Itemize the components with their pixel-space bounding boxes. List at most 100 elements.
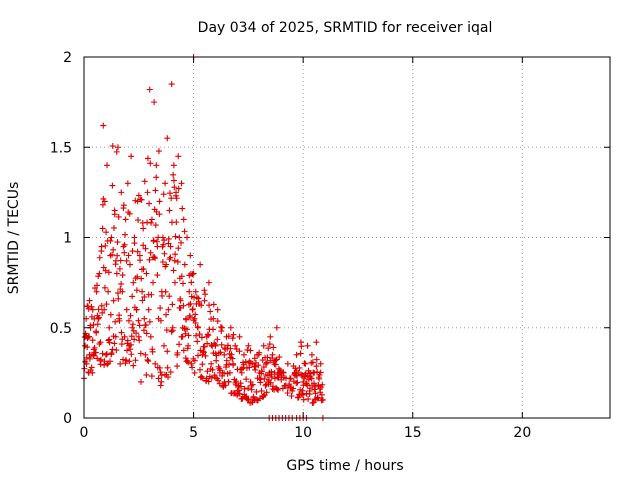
data-point (209, 366, 216, 373)
data-point (175, 153, 182, 160)
data-point (98, 248, 105, 255)
data-point (165, 235, 172, 242)
data-point (304, 342, 311, 349)
data-point (108, 350, 115, 357)
chart-title: Day 034 of 2025, SRMTID for receiver iqa… (198, 20, 493, 36)
data-point (170, 162, 177, 169)
data-point (156, 198, 163, 205)
data-point (309, 359, 316, 366)
data-point (290, 385, 297, 392)
data-point (172, 233, 179, 240)
data-point (146, 318, 153, 325)
data-point (107, 311, 114, 318)
data-point (110, 246, 117, 253)
data-point (141, 293, 148, 300)
data-point (88, 364, 95, 371)
data-point (134, 248, 141, 255)
data-point (133, 330, 140, 337)
data-point (204, 340, 211, 347)
data-point (224, 342, 231, 349)
data-point (288, 392, 295, 399)
data-point (294, 372, 301, 379)
data-point (189, 271, 196, 278)
data-point (97, 356, 104, 363)
data-point (132, 357, 139, 364)
data-point (178, 333, 185, 340)
data-point (140, 327, 147, 334)
data-point (102, 267, 109, 274)
data-point (256, 349, 263, 356)
data-point (116, 265, 123, 272)
data-point (123, 357, 130, 364)
data-point (313, 356, 320, 363)
data-point (225, 378, 232, 385)
data-point (175, 245, 182, 252)
data-point (146, 200, 153, 207)
data-point (225, 333, 232, 340)
data-point (265, 345, 272, 352)
data-point (86, 333, 93, 340)
data-point (219, 324, 226, 331)
data-point (149, 348, 156, 355)
data-point (308, 351, 315, 358)
data-point (228, 351, 235, 358)
data-point (262, 382, 269, 389)
data-point (158, 378, 165, 385)
data-point (93, 288, 100, 295)
data-point (284, 390, 291, 397)
data-point (102, 351, 109, 358)
data-point (148, 373, 155, 380)
data-point (94, 282, 101, 289)
data-point (115, 295, 122, 302)
data-point (313, 363, 320, 370)
data-point (178, 180, 185, 187)
data-point (139, 219, 146, 226)
data-point (166, 207, 173, 214)
x-tick-label: 5 (189, 425, 198, 441)
data-point (264, 359, 271, 366)
data-point (129, 324, 136, 331)
data-point (105, 269, 112, 276)
x-tick-label: 10 (294, 425, 312, 441)
data-point (167, 190, 174, 197)
data-point (185, 359, 192, 366)
data-point (96, 340, 103, 347)
data-point (126, 358, 133, 365)
data-point (137, 257, 144, 264)
data-point (162, 263, 169, 270)
data-point (110, 224, 117, 231)
data-points (81, 54, 326, 421)
data-point (117, 286, 124, 293)
data-point (107, 237, 114, 244)
data-point (210, 301, 217, 308)
data-point (167, 254, 174, 261)
data-point (130, 279, 137, 286)
data-point (129, 248, 136, 255)
data-point (213, 357, 220, 364)
data-point (108, 234, 115, 241)
data-point (203, 375, 210, 382)
data-point (305, 396, 312, 403)
data-point (157, 305, 164, 312)
data-point (300, 396, 307, 403)
data-point (230, 331, 237, 338)
data-point (319, 396, 326, 403)
data-point (117, 360, 124, 367)
data-point (306, 391, 313, 398)
data-point (126, 210, 133, 217)
data-point (99, 309, 106, 316)
data-point (125, 252, 132, 259)
data-point (122, 231, 129, 238)
data-point (90, 352, 97, 359)
data-point (99, 201, 106, 208)
data-point (127, 346, 134, 353)
data-point (268, 368, 275, 375)
data-point (178, 273, 185, 280)
data-point (204, 368, 211, 375)
data-point (216, 380, 223, 387)
data-point (296, 364, 303, 371)
data-point (180, 280, 187, 287)
data-point (160, 342, 167, 349)
data-point (286, 381, 293, 388)
data-point (280, 369, 287, 376)
